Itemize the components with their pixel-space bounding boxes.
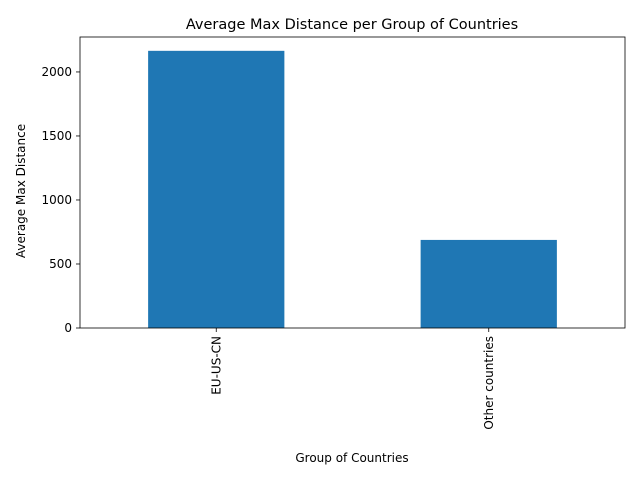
x-tick-label-0: EU-US-CN [209,336,223,395]
chart-title: Average Max Distance per Group of Countr… [186,17,518,33]
y-tick-label-1: 500 [49,257,72,271]
y-tick-label-4: 2000 [41,65,72,79]
plot-frame [79,36,626,329]
y-tick-label-2: 1000 [41,193,72,207]
x-tick-label-1: Other countries [482,336,496,430]
y-axis-label: Average Max Distance [14,124,28,258]
bar-1 [420,239,557,328]
plot-area: EU-US-CN Other countries 0 500 1000 1500 2000 [41,36,626,430]
y-tick-label-0: 0 [64,321,72,335]
bar-0 [148,50,285,328]
x-axis-label: Group of Countries [295,451,408,465]
y-tick-label-3: 1500 [41,129,72,143]
